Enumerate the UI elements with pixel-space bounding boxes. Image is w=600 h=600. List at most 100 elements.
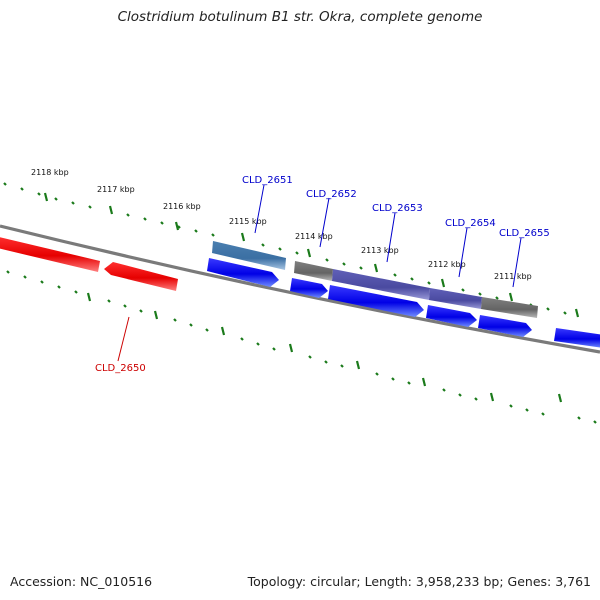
tick-minor	[359, 266, 363, 270]
tick-minor	[577, 416, 581, 420]
leader-cld-2653	[386, 212, 396, 263]
outer-scale-ticks	[3, 182, 580, 318]
tick-major	[489, 392, 495, 402]
leader-cld-2650	[117, 316, 130, 362]
tick-minor	[205, 328, 209, 332]
tick-minor	[71, 201, 75, 205]
tick-minor	[546, 307, 550, 311]
leader-cld-2651	[254, 184, 265, 234]
accession-text: Accession: NC_010516	[10, 574, 153, 589]
reverse-strand-genes	[0, 236, 178, 291]
tick-minor	[461, 288, 465, 292]
feature-bars	[212, 241, 538, 318]
tick-minor	[324, 360, 328, 364]
tick-major	[220, 326, 226, 336]
tick-minor	[177, 225, 181, 229]
tick-minor	[189, 323, 193, 327]
tick-major	[373, 263, 379, 273]
gene-arrow-cld-2654[interactable]	[426, 305, 477, 327]
scale-label: 2113 kbp	[361, 246, 399, 255]
tick-major	[557, 393, 563, 403]
tick-major	[355, 360, 361, 370]
tick-minor	[340, 364, 344, 368]
leader-cld-2654	[458, 227, 468, 278]
tick-minor	[458, 393, 462, 397]
feature-bar-cld-2655[interactable]	[481, 297, 538, 318]
tick-major	[153, 310, 159, 320]
gene-label-cld-2655[interactable]: CLD_2655	[499, 228, 550, 239]
tick-minor	[272, 347, 276, 351]
tick-minor	[211, 233, 215, 237]
gene-arrow-cld-2652[interactable]	[290, 278, 328, 298]
scale-label: 2112 kbp	[428, 260, 466, 269]
gene-label-cld-2652[interactable]: CLD_2652	[306, 189, 357, 200]
tick-minor	[40, 280, 44, 284]
tick-major	[306, 248, 312, 258]
gene-arrow-forward[interactable]	[554, 328, 600, 348]
tick-minor	[123, 304, 127, 308]
tick-minor	[495, 296, 499, 300]
tick-major	[288, 343, 294, 353]
forward-strand-genes	[207, 258, 600, 348]
scale-label: 2116 kbp	[163, 202, 201, 211]
tick-minor	[442, 388, 446, 392]
scale-label: 2114 kbp	[295, 232, 333, 241]
gene-arrow-cld-2655[interactable]	[478, 315, 532, 337]
tick-major	[508, 292, 514, 302]
gene-labels: CLD_2651 CLD_2652 CLD_2653 CLD_2654 CLD_…	[95, 175, 550, 374]
tick-minor	[107, 299, 111, 303]
tick-minor	[54, 197, 58, 201]
feature-bar-cld-2654[interactable]	[429, 288, 482, 309]
tick-major	[421, 377, 427, 387]
gene-label-cld-2650[interactable]: CLD_2650	[95, 363, 146, 374]
tick-minor	[375, 372, 379, 376]
tick-minor	[525, 408, 529, 412]
tick-minor	[88, 205, 92, 209]
tick-minor	[541, 412, 545, 416]
tick-minor	[342, 262, 346, 266]
tick-major	[174, 221, 180, 231]
label-leaders	[117, 184, 522, 362]
tick-minor	[593, 420, 597, 424]
tick-minor	[139, 309, 143, 313]
tick-minor	[3, 182, 7, 186]
tick-major	[240, 232, 246, 242]
tick-minor	[278, 247, 282, 251]
tick-major	[574, 308, 580, 318]
tick-minor	[37, 192, 41, 196]
tick-minor	[160, 221, 164, 225]
tick-minor	[391, 377, 395, 381]
feature-bar-cld-2652[interactable]	[294, 261, 333, 281]
gene-arrow-cld-2651[interactable]	[207, 258, 279, 287]
tick-minor	[509, 404, 513, 408]
gene-label-cld-2654[interactable]: CLD_2654	[445, 218, 496, 229]
tick-major	[43, 192, 49, 202]
tick-minor	[474, 397, 478, 401]
tick-minor	[20, 187, 24, 191]
gene-arrow-cld-2653[interactable]	[328, 285, 424, 317]
gene-label-cld-2651[interactable]: CLD_2651	[242, 175, 293, 186]
tick-major	[86, 292, 92, 302]
tick-minor	[393, 273, 397, 277]
gene-arrow-cld-2650[interactable]	[104, 262, 178, 291]
tick-minor	[407, 381, 411, 385]
scale-label: 2111 kbp	[494, 272, 532, 281]
tick-minor	[563, 311, 567, 315]
tick-minor	[478, 292, 482, 296]
topology-text: Topology: circular; Length: 3,958,233 bp…	[247, 574, 591, 589]
feature-bar-cld-2651[interactable]	[212, 241, 286, 270]
tick-minor	[6, 270, 10, 274]
tick-minor	[308, 355, 312, 359]
feature-bar-cld-2653[interactable]	[332, 269, 430, 300]
tick-minor	[410, 277, 414, 281]
tick-minor	[74, 290, 78, 294]
tick-minor	[173, 318, 177, 322]
tick-minor	[427, 281, 431, 285]
gene-label-cld-2653[interactable]: CLD_2653	[372, 203, 423, 214]
tick-minor	[143, 217, 147, 221]
tick-major	[440, 278, 446, 288]
tick-minor	[126, 213, 130, 217]
gene-arrow-reverse[interactable]	[0, 236, 100, 272]
tick-minor	[23, 275, 27, 279]
